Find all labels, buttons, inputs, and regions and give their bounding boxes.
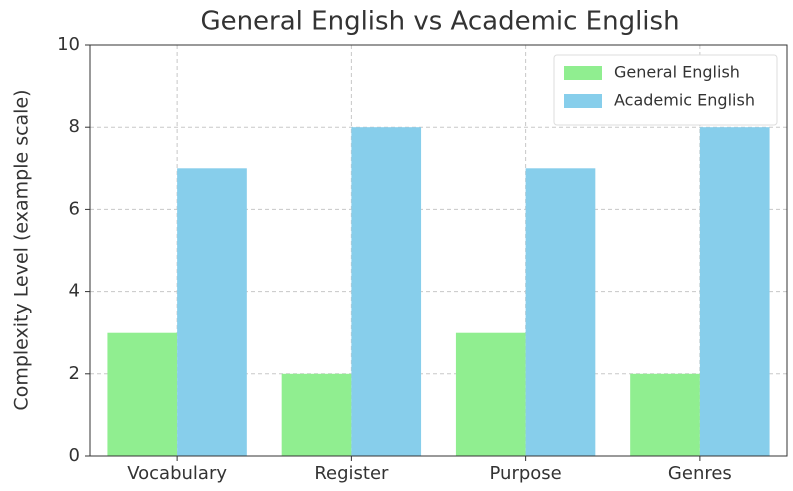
bar: [455, 332, 526, 456]
y-tick-label: 0: [69, 445, 80, 466]
bar: [281, 373, 352, 456]
bar: [699, 127, 770, 456]
x-tick-label: Register: [314, 463, 389, 484]
x-tick-label: Purpose: [490, 463, 562, 484]
y-tick-label: 2: [69, 363, 80, 384]
bar: [630, 373, 700, 456]
y-tick-label: 6: [69, 198, 80, 219]
x-tick-label: Genres: [668, 463, 732, 484]
y-tick-label: 10: [57, 34, 80, 55]
legend-label: Academic English: [614, 91, 755, 110]
chart-title: General English vs Academic English: [200, 7, 679, 37]
bar: [525, 168, 596, 457]
y-tick-label: 8: [69, 116, 80, 137]
x-tick-label: Vocabulary: [127, 463, 227, 484]
legend-label: General English: [614, 63, 740, 82]
bar: [107, 332, 178, 456]
bar: [177, 168, 247, 457]
legend-swatch: [564, 94, 602, 108]
legend-swatch: [564, 66, 602, 80]
y-axis-label: Complexity Level (example scale): [11, 89, 33, 410]
y-tick-label: 4: [69, 281, 80, 302]
bar: [351, 127, 422, 456]
legend-box: [553, 54, 778, 126]
plot-frame: [89, 44, 788, 457]
